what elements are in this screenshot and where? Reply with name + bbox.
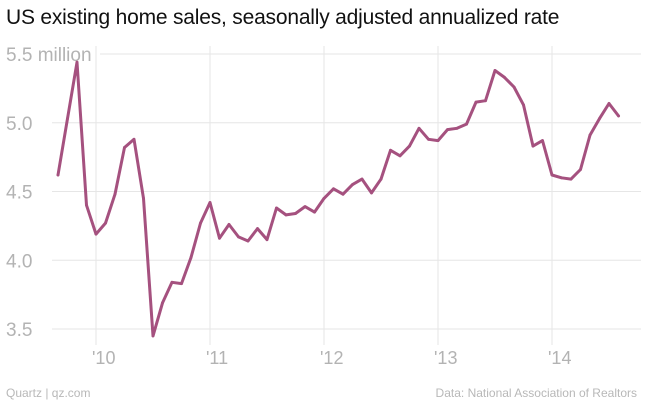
data-point <box>332 187 335 191</box>
data-point <box>360 177 364 181</box>
grid-lines <box>52 46 641 345</box>
data-point <box>132 137 136 141</box>
data-point <box>161 301 164 305</box>
data-point <box>617 114 620 118</box>
data-point <box>370 191 373 195</box>
data-point <box>455 126 459 130</box>
data-point <box>227 223 231 226</box>
x-tick-label: '14 <box>548 348 571 368</box>
data-point <box>151 334 155 338</box>
x-tick-label: '12 <box>320 348 343 368</box>
data-point <box>189 256 193 259</box>
data-point <box>512 85 516 89</box>
data-point <box>550 173 554 177</box>
data-point <box>474 100 478 104</box>
data-point <box>503 76 506 79</box>
y-tick-label: 3.5 <box>6 320 32 341</box>
y-tick-label: 5.5 million <box>6 45 92 66</box>
data-point <box>522 103 525 107</box>
data-point <box>85 203 88 207</box>
footer-source: Data: National Association of Realtors <box>435 386 637 400</box>
data-point <box>142 197 145 200</box>
series-group <box>56 60 620 338</box>
data-point <box>75 60 79 64</box>
data-point <box>598 117 601 120</box>
data-point <box>313 210 316 214</box>
data-point <box>284 213 288 217</box>
data-point <box>436 139 440 143</box>
data-point <box>541 139 544 143</box>
data-point <box>104 221 107 225</box>
y-tick-label: 4.5 <box>6 183 32 204</box>
data-point <box>180 282 183 285</box>
data-point <box>569 177 573 181</box>
data-point <box>256 227 259 231</box>
data-point <box>237 235 240 239</box>
data-point <box>379 177 383 181</box>
data-point <box>275 206 278 210</box>
series-line <box>56 60 620 338</box>
y-axis-ticks: 5.5 million 5.0 4.5 4.0 3.5 <box>6 45 92 341</box>
data-point <box>531 144 535 148</box>
data-point <box>446 128 449 132</box>
x-tick-label: '13 <box>434 348 457 368</box>
data-point <box>123 146 126 149</box>
data-point <box>408 144 411 148</box>
data-point <box>113 192 117 196</box>
data-point <box>66 117 69 120</box>
data-point <box>607 102 611 105</box>
data-point <box>484 99 487 103</box>
data-point <box>427 137 430 141</box>
data-point <box>294 212 297 215</box>
x-axis-ticks: '10 '11 '12 '13 '14 <box>92 348 571 368</box>
data-point <box>265 238 269 242</box>
data-point <box>199 221 202 225</box>
data-point <box>351 183 354 187</box>
data-point <box>341 192 345 196</box>
chart-title: US existing home sales, seasonally adjus… <box>6 6 560 29</box>
data-point <box>56 173 60 177</box>
data-point <box>560 176 563 180</box>
data-point <box>493 69 497 72</box>
y-tick-label: 5.0 <box>6 114 32 135</box>
footer-brand: Quartz | qz.com <box>6 386 91 400</box>
data-point <box>218 236 221 240</box>
data-point <box>170 280 174 284</box>
data-point <box>246 239 250 243</box>
x-tick-label: '11 <box>206 348 228 368</box>
data-point <box>588 133 592 137</box>
data-point <box>398 154 402 158</box>
data-point <box>417 126 421 130</box>
data-point <box>579 168 582 171</box>
x-tick-label: '10 <box>92 348 115 368</box>
data-point <box>465 122 468 126</box>
data-point <box>303 205 307 209</box>
data-point <box>322 197 326 200</box>
y-tick-label: 4.0 <box>6 251 32 272</box>
data-point <box>389 148 392 152</box>
data-point <box>94 232 98 236</box>
data-point <box>208 201 212 204</box>
